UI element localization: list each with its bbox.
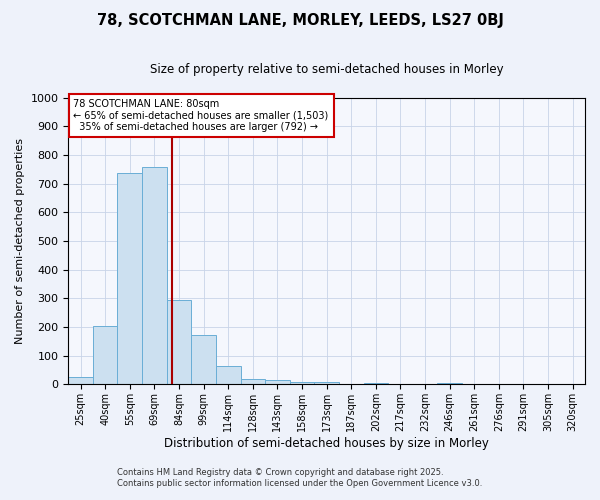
Bar: [93, 326, 118, 384]
X-axis label: Distribution of semi-detached houses by size in Morley: Distribution of semi-detached houses by …: [164, 437, 489, 450]
Text: 78 SCOTCHMAN LANE: 80sqm
← 65% of semi-detached houses are smaller (1,503)
  35%: 78 SCOTCHMAN LANE: 80sqm ← 65% of semi-d…: [73, 99, 329, 132]
Bar: [265, 380, 290, 384]
Bar: [241, 380, 265, 384]
Bar: [167, 300, 191, 384]
Bar: [142, 167, 167, 384]
Bar: [364, 383, 388, 384]
Bar: [118, 172, 142, 384]
Bar: [314, 382, 339, 384]
Y-axis label: Number of semi-detached properties: Number of semi-detached properties: [15, 138, 25, 344]
Bar: [216, 366, 241, 384]
Text: Contains HM Land Registry data © Crown copyright and database right 2025.
Contai: Contains HM Land Registry data © Crown c…: [118, 468, 482, 487]
Bar: [290, 382, 314, 384]
Bar: [437, 383, 462, 384]
Title: Size of property relative to semi-detached houses in Morley: Size of property relative to semi-detach…: [150, 62, 503, 76]
Bar: [68, 376, 93, 384]
Bar: [191, 335, 216, 384]
Text: 78, SCOTCHMAN LANE, MORLEY, LEEDS, LS27 0BJ: 78, SCOTCHMAN LANE, MORLEY, LEEDS, LS27 …: [97, 12, 503, 28]
